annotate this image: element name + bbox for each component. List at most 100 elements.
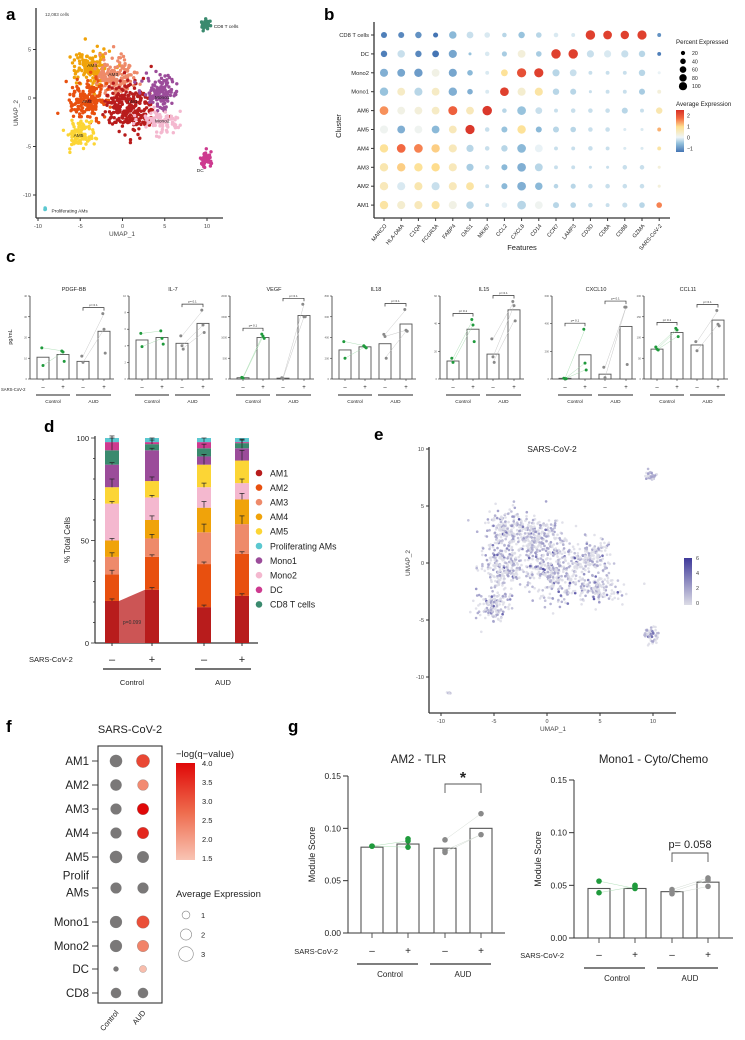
umap-point: [616, 591, 620, 594]
umap-point: [170, 101, 174, 106]
data-point: [492, 360, 496, 364]
umap-point: [591, 562, 594, 566]
y-tick-label: 6: [125, 327, 127, 331]
paired-line: [671, 877, 709, 890]
umap-point: [538, 526, 542, 530]
umap-point: [492, 597, 496, 601]
umap-point: [70, 85, 75, 90]
umap-point: [593, 533, 596, 537]
group-label: Control: [659, 399, 674, 405]
umap-point: [582, 572, 586, 576]
expression-dot: [657, 51, 662, 56]
umap-point: [510, 545, 514, 549]
y-tick-label: 0: [85, 639, 89, 648]
umap-point: [110, 56, 114, 60]
panel-label-g: g: [288, 717, 298, 736]
umap-point: [94, 75, 98, 79]
umap-point: [600, 546, 603, 549]
y-tick-label: 20: [24, 336, 27, 340]
umap-point: [492, 619, 495, 623]
umap-point: [503, 544, 506, 547]
umap-point: [512, 532, 515, 535]
bar-segment: [145, 556, 159, 590]
umap-point: [526, 583, 529, 587]
legend-swatch: [255, 601, 263, 608]
umap-point: [117, 88, 121, 93]
expression-dot: [588, 108, 593, 113]
umap-point: [103, 110, 108, 114]
umap-point: [75, 84, 79, 89]
umap-point: [121, 80, 125, 84]
bar-segment: [235, 524, 249, 554]
umap-point: [203, 21, 207, 25]
expression-dot: [553, 32, 559, 38]
umap-point: [649, 637, 652, 640]
umap-point: [537, 529, 540, 532]
umap-point: [477, 610, 481, 613]
umap-point: [84, 125, 88, 129]
umap-point: [568, 584, 571, 587]
legend-label: AM2: [270, 483, 288, 493]
colorbar-tick-label: 4.0: [202, 759, 212, 768]
feature-label: FABP4: [442, 223, 458, 240]
umap-point: [146, 76, 150, 81]
umap-point: [582, 584, 586, 588]
umap-point: [124, 90, 128, 94]
umap-point: [91, 108, 95, 113]
umap-point: [106, 101, 110, 105]
expression-dot: [414, 68, 423, 78]
expression-dot: [137, 987, 149, 999]
expression-dot: [448, 182, 457, 191]
umap-point: [586, 590, 589, 594]
umap-point: [114, 87, 119, 91]
umap-point: [552, 577, 555, 581]
stacked-bar: [105, 435, 119, 643]
cluster-label: AM2: [82, 99, 92, 105]
condition-sign: –: [180, 385, 184, 391]
umap-point: [529, 535, 533, 539]
umap-point: [481, 547, 485, 550]
umap-point: [578, 558, 582, 562]
umap-point: [172, 94, 176, 98]
expression-dot: [397, 106, 406, 115]
bar-segment: [197, 564, 211, 608]
umap-point: [111, 110, 116, 115]
umap-point: [517, 555, 521, 559]
umap-point: [555, 549, 559, 552]
umap-point: [487, 611, 490, 615]
colorbar-tick-label: 2.5: [202, 816, 212, 825]
umap-point: [571, 574, 574, 578]
umap-point: [500, 554, 504, 557]
umap-point: [96, 79, 100, 83]
umap-point: [127, 63, 131, 68]
expression-dot: [449, 31, 457, 39]
umap-point: [504, 537, 508, 541]
umap-point: [527, 556, 531, 560]
paired-line: [564, 329, 586, 379]
paired-line: [242, 334, 264, 378]
feature-label: C1QA: [409, 223, 423, 239]
expression-dot: [657, 165, 661, 169]
x-axis-label: UMAP_1: [540, 726, 566, 733]
umap-point: [553, 522, 557, 525]
umap-point: [142, 121, 147, 126]
expression-dot: [502, 108, 507, 113]
umap-point: [472, 599, 475, 603]
legend-size-label: 40: [692, 59, 698, 65]
bar-segment: [105, 450, 119, 465]
umap-point: [489, 608, 493, 612]
umap-point: [489, 556, 493, 559]
expression-dot: [414, 182, 423, 191]
umap-point: [163, 88, 167, 92]
umap-point: [604, 545, 607, 549]
umap-point: [589, 589, 592, 593]
expression-dot: [110, 882, 122, 894]
feature-label: FCGR3A: [421, 223, 440, 244]
expression-dot: [621, 50, 629, 58]
umap-point: [506, 598, 510, 601]
umap-point: [603, 578, 607, 581]
expression-dot: [517, 125, 526, 134]
expression-dot: [517, 200, 526, 210]
bar: [660, 891, 684, 939]
